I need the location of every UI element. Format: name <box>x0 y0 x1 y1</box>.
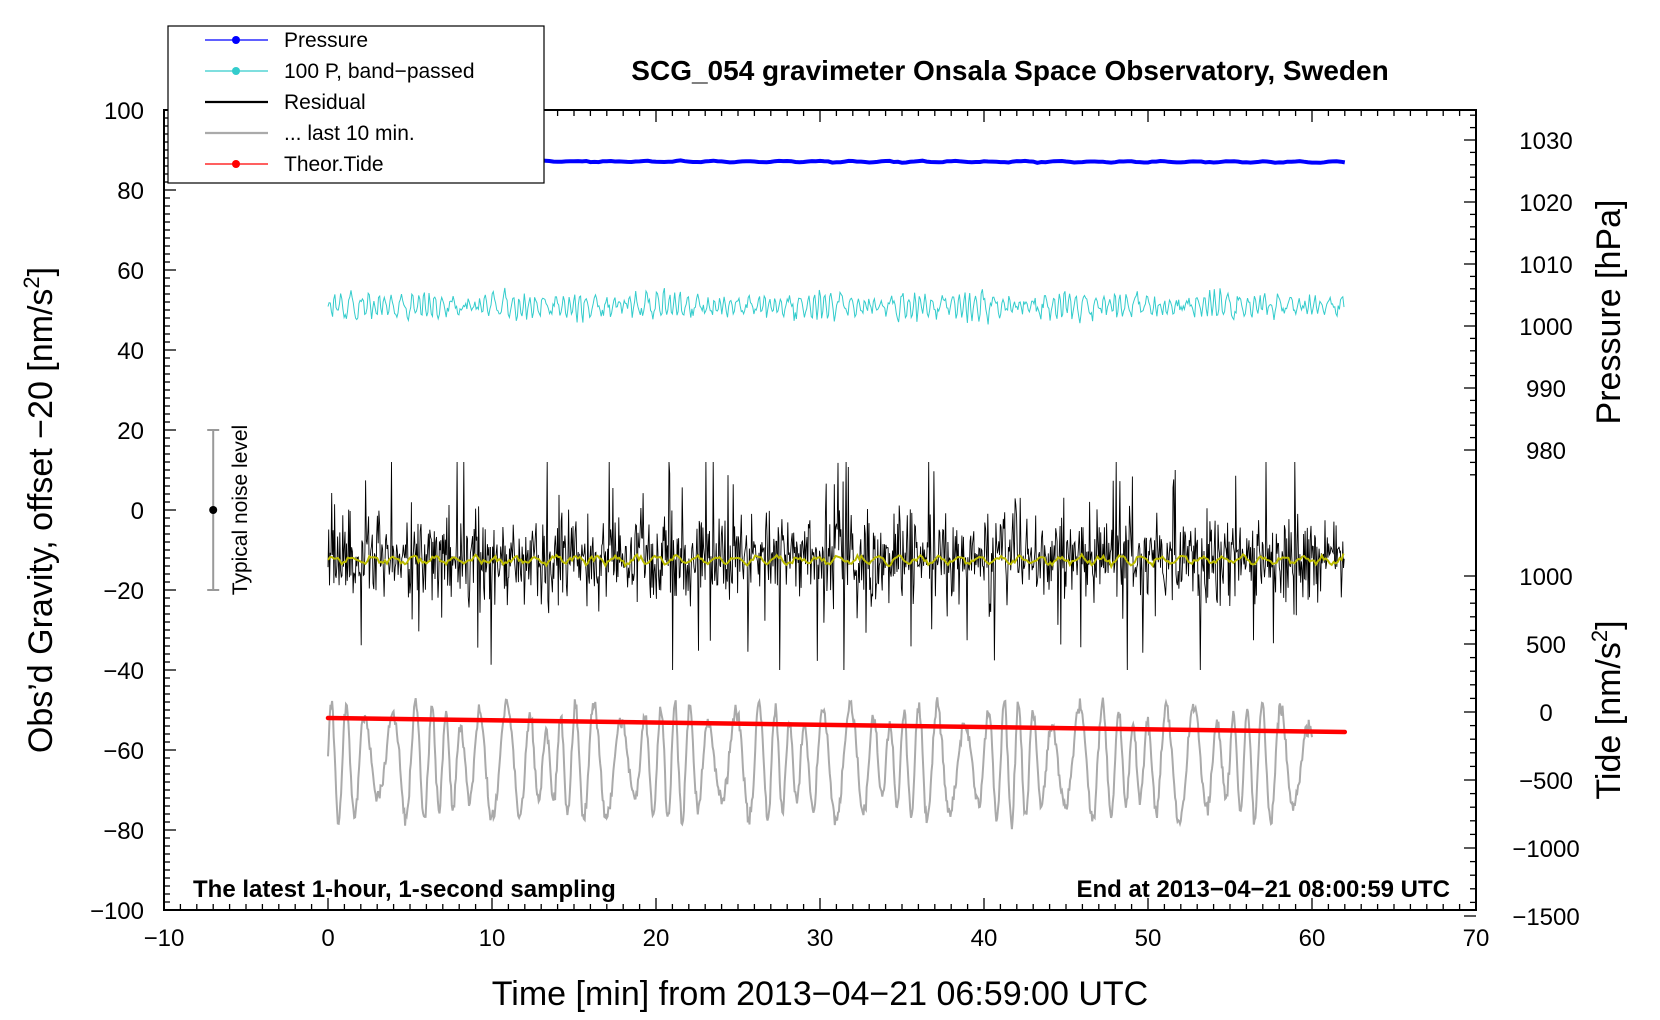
x-tick-label: 10 <box>479 925 506 952</box>
tide-tick-label: 1000 <box>1519 564 1572 591</box>
tide-title-main: Tide [nm/s <box>1590 642 1628 799</box>
y-left-title-main: Obs’d Gravity, offset −20 [nm/s <box>22 289 60 754</box>
y-left-tick-label: 80 <box>117 178 144 205</box>
pressure-tick-label: 980 <box>1526 438 1566 465</box>
pressure-tick-label: 1010 <box>1519 252 1572 279</box>
tide-tick-label: 0 <box>1539 700 1552 727</box>
tide-tick-label: −1000 <box>1512 836 1579 863</box>
x-tick-label: 50 <box>1135 925 1162 952</box>
y-left-axis-title: Obs’d Gravity, offset −20 [nm/s2] <box>19 267 60 753</box>
y-left-tick-label: 60 <box>117 258 144 285</box>
tide-tick-label: −1500 <box>1512 904 1579 931</box>
x-tick-label: 30 <box>807 925 834 952</box>
tide-tick-label: −500 <box>1519 768 1573 795</box>
x-tick-label: 70 <box>1463 925 1490 952</box>
bandpassed-pressure-line <box>327 287 1345 325</box>
noise-level-label: Typical noise level <box>229 425 252 595</box>
y-left-title-sup: 2 <box>19 276 44 288</box>
y-left-tick-label: −60 <box>103 738 144 765</box>
tide-axis-ticks: 1000 500 0 −500 −1000 −1500 <box>1464 564 1580 931</box>
x-tick-label: 0 <box>321 925 334 952</box>
legend: Pressure 100 P, band−passed Residual ... la… <box>167 25 545 184</box>
sampling-note: The latest 1-hour, 1-second sampling <box>193 876 616 903</box>
legend-marker-0 <box>232 36 240 44</box>
noise-level-indicator <box>207 429 220 591</box>
legend-label-4: Theor.Tide <box>284 153 384 176</box>
x-axis-ticks: −10 0 10 20 30 40 50 60 70 <box>144 110 1490 952</box>
y-left-tick-label: 20 <box>117 418 144 445</box>
legend-label-2: Residual <box>284 91 366 114</box>
y-left-title-close: ] <box>22 267 60 276</box>
y-left-tick-label: −40 <box>103 658 144 685</box>
legend-label-0: Pressure <box>284 29 368 52</box>
tide-title-sup: 2 <box>1587 630 1612 642</box>
residual-line <box>327 461 1345 671</box>
pressure-tick-label: 1000 <box>1519 314 1572 341</box>
theoretical-tide-line <box>325 715 1348 735</box>
tide-axis-title: Tide [nm/s2] <box>1587 620 1628 799</box>
y-left-tick-label: −20 <box>103 578 144 605</box>
legend-marker-4 <box>232 160 240 168</box>
legend-label-3: ... last 10 min. <box>284 122 415 145</box>
y-left-tick-label: −100 <box>90 898 144 925</box>
x-axis-title: Time [min] from 2013−04−21 06:59:00 UTC <box>492 975 1148 1013</box>
tide-title-close: ] <box>1590 620 1628 629</box>
y-left-axis-ticks: 100 80 60 40 20 0 −20 −40 −60 −80 −100 <box>90 98 176 925</box>
plot-frame <box>163 109 1477 911</box>
residual-smoothed-line <box>327 552 1345 570</box>
y-left-tick-label: −80 <box>103 818 144 845</box>
x-tick-label: −10 <box>144 925 185 952</box>
tide-tick-label: 500 <box>1526 632 1566 659</box>
last-10-min-line <box>327 697 1313 830</box>
pressure-tick-label: 990 <box>1526 376 1566 403</box>
x-tick-label: 20 <box>643 925 670 952</box>
pressure-tick-label: 1030 <box>1519 128 1572 155</box>
legend-label-1: 100 P, band−passed <box>284 60 475 83</box>
pressure-tick-label: 1020 <box>1519 190 1572 217</box>
series-layer <box>325 158 1348 830</box>
y-left-tick-label: 100 <box>104 98 144 125</box>
legend-box <box>167 25 545 184</box>
y-left-tick-label: 0 <box>131 498 144 525</box>
chart-title: SCG_054 gravimeter Onsala Space Observat… <box>631 55 1388 86</box>
end-time-note: End at 2013−04−21 08:00:59 UTC <box>1076 876 1450 903</box>
y-left-tick-label: 40 <box>117 338 144 365</box>
x-tick-label: 40 <box>971 925 998 952</box>
noise-bar-center-dot <box>209 506 218 514</box>
pressure-axis-ticks: 1030 1020 1010 1000 990 980 <box>1464 114 1573 476</box>
pressure-axis-title: Pressure [hPa] <box>1590 200 1628 425</box>
legend-marker-1 <box>232 67 240 75</box>
x-tick-label: 60 <box>1299 925 1326 952</box>
